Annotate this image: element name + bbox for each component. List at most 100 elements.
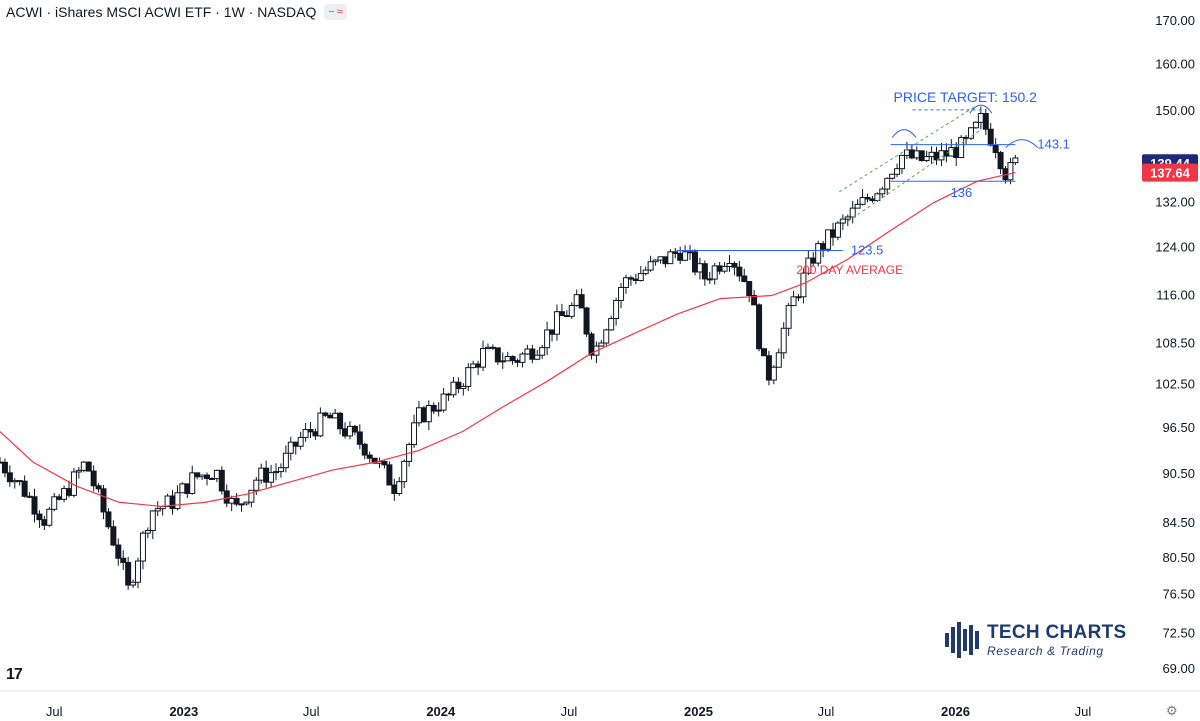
candle-body bbox=[381, 460, 388, 466]
candle-body bbox=[928, 151, 935, 158]
candle-body bbox=[657, 256, 664, 261]
candle bbox=[578, 288, 585, 309]
candle bbox=[598, 339, 605, 347]
candle-body bbox=[228, 498, 235, 504]
candle bbox=[726, 255, 733, 272]
candle bbox=[642, 266, 649, 276]
candle-body bbox=[573, 294, 580, 306]
candle bbox=[218, 466, 225, 495]
candle bbox=[652, 259, 659, 266]
candle bbox=[775, 348, 782, 368]
candle-body bbox=[21, 480, 28, 497]
gear-icon[interactable]: ⚙ bbox=[1166, 703, 1178, 718]
candle-body bbox=[820, 243, 827, 250]
candle-body bbox=[711, 265, 718, 280]
candle bbox=[568, 302, 575, 319]
candle bbox=[805, 250, 812, 276]
candle bbox=[233, 493, 240, 507]
candle bbox=[391, 478, 398, 501]
candle-body bbox=[460, 385, 467, 389]
candle-body bbox=[430, 404, 437, 412]
candle bbox=[189, 465, 196, 495]
wave-icon[interactable]: ≈ bbox=[336, 6, 343, 18]
candle bbox=[386, 461, 393, 486]
candle-body bbox=[26, 495, 33, 498]
candle-body bbox=[401, 460, 408, 483]
candle-body bbox=[450, 381, 457, 396]
candle bbox=[460, 383, 467, 396]
candle bbox=[425, 400, 432, 431]
candle-body bbox=[494, 347, 501, 363]
x-tick-label: Jul bbox=[1075, 704, 1092, 719]
candle bbox=[6, 465, 13, 487]
candle-body bbox=[805, 257, 812, 274]
candle-body bbox=[770, 366, 777, 381]
candle-body bbox=[519, 353, 526, 363]
candle-body bbox=[992, 144, 999, 154]
tradingview-logo-icon[interactable]: 17 bbox=[6, 666, 23, 683]
candle bbox=[756, 303, 763, 352]
x-tick-label: 2024 bbox=[426, 704, 456, 719]
candle-body bbox=[337, 412, 344, 430]
candle bbox=[899, 154, 906, 174]
candle bbox=[573, 289, 580, 307]
candle-body bbox=[174, 492, 181, 509]
candle-body bbox=[529, 348, 536, 360]
candle bbox=[711, 262, 718, 285]
candle bbox=[499, 352, 506, 369]
candle-body bbox=[563, 315, 570, 318]
candle-body bbox=[618, 286, 625, 301]
candle-body bbox=[164, 495, 171, 507]
candle bbox=[622, 274, 629, 294]
candle bbox=[558, 303, 565, 317]
candle-body bbox=[346, 425, 353, 437]
candle bbox=[332, 408, 339, 419]
candle bbox=[889, 173, 896, 180]
y-tick-label: 72.50 bbox=[1162, 625, 1195, 640]
candle bbox=[987, 122, 994, 147]
candle-body bbox=[273, 471, 280, 474]
y-tick-label: 160.00 bbox=[1155, 56, 1195, 71]
candle-body bbox=[445, 393, 452, 396]
candle bbox=[721, 261, 728, 274]
candle-body bbox=[411, 422, 418, 446]
candle-body bbox=[721, 265, 728, 272]
candle-body bbox=[894, 168, 901, 175]
indicator-badges[interactable]: − ≈ bbox=[324, 4, 347, 20]
candle bbox=[553, 304, 560, 341]
candle bbox=[667, 249, 674, 265]
candle-body bbox=[583, 307, 590, 335]
candle-body bbox=[923, 156, 930, 162]
candle bbox=[80, 460, 87, 473]
price-target-label: PRICE TARGET: 150.2 bbox=[894, 89, 1038, 105]
candle bbox=[445, 392, 452, 401]
candle-body bbox=[1, 461, 8, 474]
candle-body bbox=[736, 266, 743, 277]
candle-body bbox=[489, 346, 496, 349]
candle-body bbox=[854, 203, 861, 209]
minus-icon[interactable]: − bbox=[328, 6, 335, 18]
candle-body bbox=[760, 348, 767, 357]
candle-body bbox=[465, 367, 472, 387]
candle-body bbox=[603, 329, 610, 344]
y-tick-label: 150.00 bbox=[1155, 103, 1195, 118]
candle bbox=[790, 290, 797, 307]
candle bbox=[992, 138, 999, 159]
candle-body bbox=[918, 150, 925, 162]
candle bbox=[741, 268, 748, 283]
candle-body bbox=[351, 425, 358, 433]
candle bbox=[184, 483, 191, 499]
candles bbox=[0, 106, 1019, 590]
candle-body bbox=[342, 428, 349, 437]
candle bbox=[95, 482, 102, 493]
candle bbox=[169, 489, 176, 515]
right-shoulder-arc bbox=[1005, 139, 1039, 149]
candle bbox=[307, 421, 314, 439]
chart-title: ACWI · iShares MSCI ACWI ETF · 1W · NASD… bbox=[6, 4, 317, 20]
candle bbox=[105, 508, 112, 530]
candle-body bbox=[470, 363, 477, 369]
candle-body bbox=[223, 490, 230, 504]
candle bbox=[815, 240, 822, 267]
candle bbox=[844, 214, 851, 227]
